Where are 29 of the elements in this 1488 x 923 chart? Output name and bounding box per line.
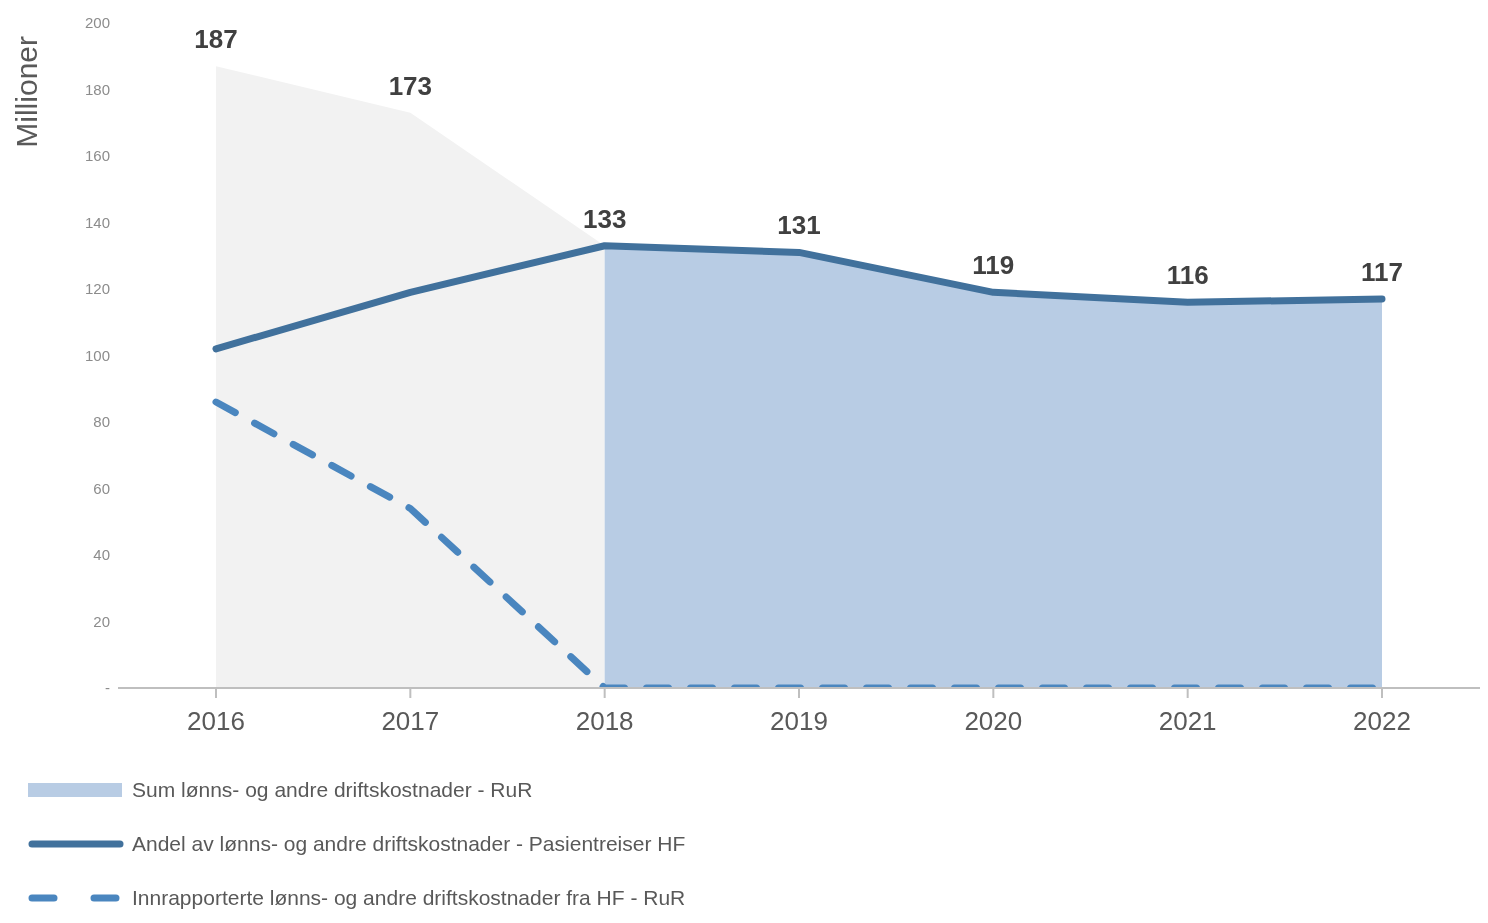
y-tick-label: 60 xyxy=(93,479,110,497)
y-tick-label: 160 xyxy=(84,147,110,165)
y-tick-label: 40 xyxy=(93,546,110,564)
y-axis-title: Millioner xyxy=(10,36,44,148)
x-tick-label: 2018 xyxy=(575,706,634,737)
legend-label: Sum lønns- og andre driftskostnader - RuR xyxy=(132,778,533,802)
data-label: 133 xyxy=(582,203,627,234)
y-tick-label: 180 xyxy=(84,80,110,98)
data-label: 187 xyxy=(194,24,238,55)
x-tick-label: 2020 xyxy=(964,706,1023,737)
data-label: 116 xyxy=(1166,260,1209,291)
y-tick-label: 80 xyxy=(93,413,110,431)
data-label: 117 xyxy=(1361,256,1403,287)
x-tick-label: 2022 xyxy=(1353,706,1411,737)
y-tick-label: 20 xyxy=(93,612,110,630)
x-tick-label: 2016 xyxy=(187,706,245,737)
y-tick-label: - xyxy=(105,679,110,697)
y-tick-label: 100 xyxy=(84,346,110,364)
data-label: 173 xyxy=(388,70,433,101)
data-label: 131 xyxy=(777,210,821,241)
y-tick-label: 200 xyxy=(84,14,110,32)
y-tick-label: 140 xyxy=(84,213,110,231)
x-tick-label: 2021 xyxy=(1158,706,1217,737)
legend-label: Innrapporterte lønns- og andre driftskostnader fra HF - RuR xyxy=(132,886,686,910)
legend-label: Andel av lønns- og andre driftskostnader - Pasientreiser HF xyxy=(132,832,686,856)
x-tick-label: 2017 xyxy=(381,706,440,737)
y-tick-label: 120 xyxy=(84,280,110,298)
data-label: 119 xyxy=(972,250,1015,281)
x-tick-label: 2019 xyxy=(770,706,828,737)
